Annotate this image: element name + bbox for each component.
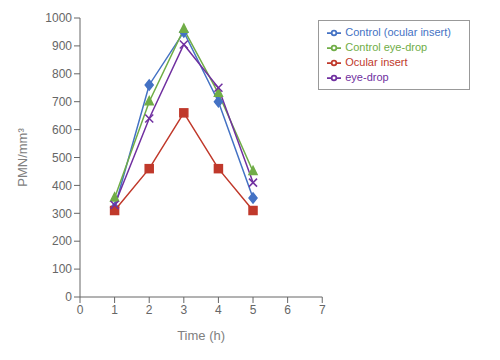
svg-text:5: 5 xyxy=(250,303,257,317)
svg-text:100: 100 xyxy=(52,262,72,276)
svg-text:7: 7 xyxy=(319,303,326,317)
svg-text:3: 3 xyxy=(180,303,187,317)
svg-text:1000: 1000 xyxy=(45,11,72,25)
svg-text:300: 300 xyxy=(52,207,72,221)
svg-text:PMN/mm³: PMN/mm³ xyxy=(15,128,30,187)
svg-text:600: 600 xyxy=(52,123,72,137)
html-text:Control eye-drop: Control eye-drop xyxy=(345,41,428,54)
svg-text:200: 200 xyxy=(52,234,72,248)
html-text:Ocular insert: Ocular insert xyxy=(345,56,408,69)
html-text:Control (ocular insert): Control (ocular insert) xyxy=(345,26,451,38)
svg-text:0: 0 xyxy=(65,290,72,304)
svg-text:4: 4 xyxy=(215,303,222,317)
svg-text:800: 800 xyxy=(52,67,72,81)
svg-text:2: 2 xyxy=(146,303,153,317)
svg-text:6: 6 xyxy=(284,303,291,317)
svg-text:700: 700 xyxy=(52,95,72,109)
svg-text:400: 400 xyxy=(52,179,72,193)
html-text:eye-drop: eye-drop xyxy=(345,71,389,84)
svg-text:0: 0 xyxy=(77,303,84,317)
svg-text:1: 1 xyxy=(111,303,118,317)
svg-text:Time (h): Time (h) xyxy=(177,328,225,343)
svg-text:500: 500 xyxy=(52,151,72,165)
svg-text:900: 900 xyxy=(52,39,72,53)
